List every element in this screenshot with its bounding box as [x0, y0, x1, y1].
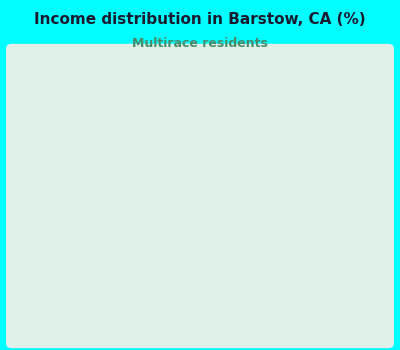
- Text: $20k: $20k: [234, 219, 262, 233]
- Text: $40k: $40k: [136, 217, 165, 230]
- Wedge shape: [191, 196, 209, 234]
- Wedge shape: [200, 196, 228, 232]
- Wedge shape: [200, 194, 238, 208]
- Text: $60k: $60k: [180, 133, 206, 156]
- Text: $50k: $50k: [134, 167, 166, 180]
- Text: $100k: $100k: [214, 141, 246, 161]
- Wedge shape: [200, 160, 226, 196]
- Text: $150k: $150k: [155, 140, 188, 161]
- Wedge shape: [163, 196, 200, 228]
- Text: Income distribution in Barstow, CA (%): Income distribution in Barstow, CA (%): [34, 12, 366, 27]
- Text: $75k: $75k: [129, 199, 163, 208]
- Wedge shape: [180, 196, 200, 232]
- Wedge shape: [200, 169, 238, 196]
- Text: Multirace residents: Multirace residents: [132, 37, 268, 50]
- Text: $10k: $10k: [237, 182, 271, 191]
- Text: $200k: $200k: [207, 233, 240, 254]
- Wedge shape: [167, 158, 200, 196]
- Text: City-Data.com: City-Data.com: [253, 70, 323, 80]
- Wedge shape: [200, 158, 209, 196]
- Text: $30k: $30k: [187, 236, 213, 259]
- Text: $125k: $125k: [154, 231, 186, 251]
- Wedge shape: [200, 196, 236, 222]
- Wedge shape: [162, 178, 200, 203]
